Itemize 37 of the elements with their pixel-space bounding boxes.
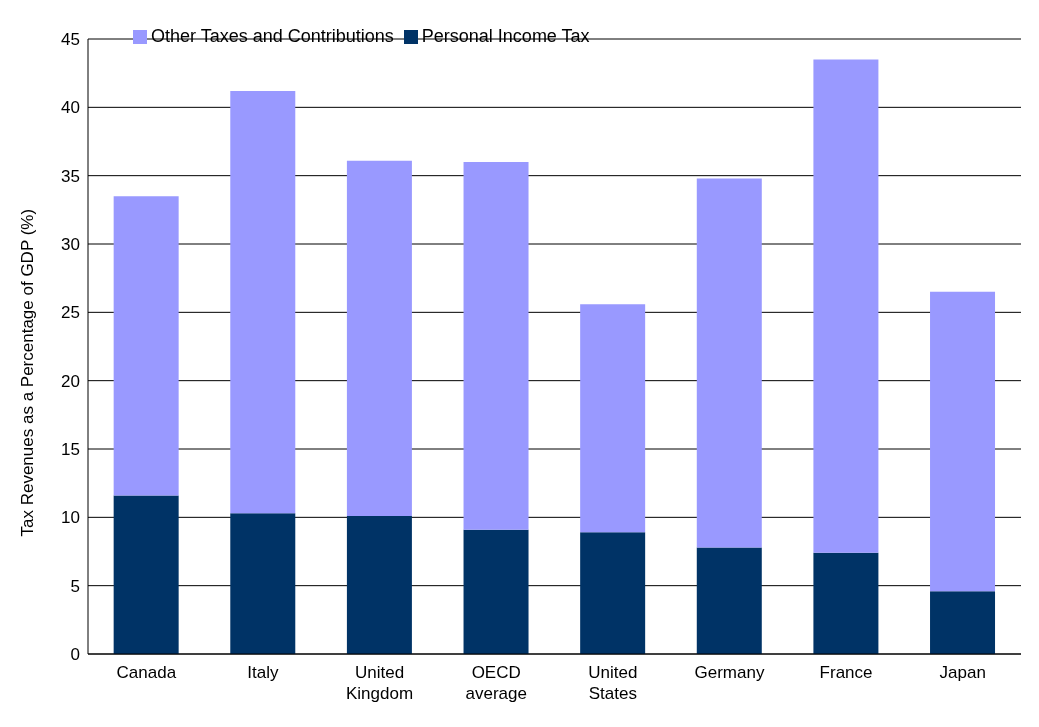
y-tick-label: 20 [61, 371, 80, 391]
bar [930, 291, 996, 592]
legend-label: Personal Income Tax [421, 26, 590, 46]
bar [346, 515, 412, 654]
x-tick-label: France [819, 663, 873, 682]
x-tick-label: Italy [247, 663, 280, 682]
y-tick-label: 35 [61, 166, 80, 186]
x-tick-label: United States [588, 663, 638, 703]
bar [580, 304, 646, 533]
bar [113, 495, 179, 654]
x-tick-label: Canada [116, 663, 177, 682]
y-tick-label: 40 [61, 98, 80, 118]
bar [930, 591, 996, 654]
x-tick-label: United Kingdom [346, 663, 414, 703]
bar [230, 90, 296, 514]
y-axis-title: Tax Revenues as a Percentage of GDP (%) [18, 208, 38, 537]
bar [463, 529, 529, 654]
bar [696, 178, 762, 548]
bar [813, 552, 879, 654]
y-tick-label: 25 [61, 303, 80, 323]
bar [346, 160, 412, 516]
bar [230, 513, 296, 654]
y-tick-label: 15 [61, 440, 80, 460]
bar [463, 162, 529, 530]
x-tick-label: OECD average [465, 663, 527, 703]
y-tick-label: 45 [61, 30, 80, 50]
legend-label: Other Taxes and Contributions [151, 26, 394, 46]
y-tick-label: 5 [70, 576, 80, 596]
bar [813, 59, 879, 553]
x-tick-label: Japan [939, 663, 986, 682]
y-tick-label: 30 [61, 235, 80, 255]
bar [580, 532, 646, 654]
bar [113, 196, 179, 496]
x-tick-label: Germany [694, 663, 765, 682]
y-tick-label: 10 [61, 508, 80, 528]
bar [696, 547, 762, 654]
y-tick-label: 0 [70, 645, 80, 665]
